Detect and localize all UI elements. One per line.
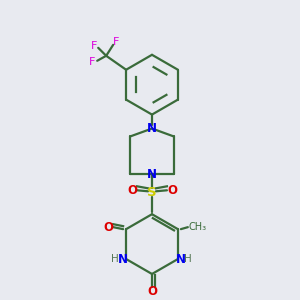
Text: H: H — [184, 254, 192, 264]
Text: N: N — [118, 253, 128, 266]
Text: F: F — [89, 57, 95, 67]
Text: H: H — [111, 254, 119, 264]
Text: F: F — [113, 37, 119, 47]
Text: N: N — [147, 122, 157, 135]
Text: O: O — [147, 285, 157, 298]
Text: O: O — [167, 184, 177, 197]
Text: O: O — [103, 221, 113, 234]
Text: CH₃: CH₃ — [189, 222, 207, 232]
Text: O: O — [127, 184, 137, 197]
Text: N: N — [176, 253, 186, 266]
Text: F: F — [91, 41, 98, 51]
Text: S: S — [147, 186, 157, 199]
Text: N: N — [147, 168, 157, 181]
